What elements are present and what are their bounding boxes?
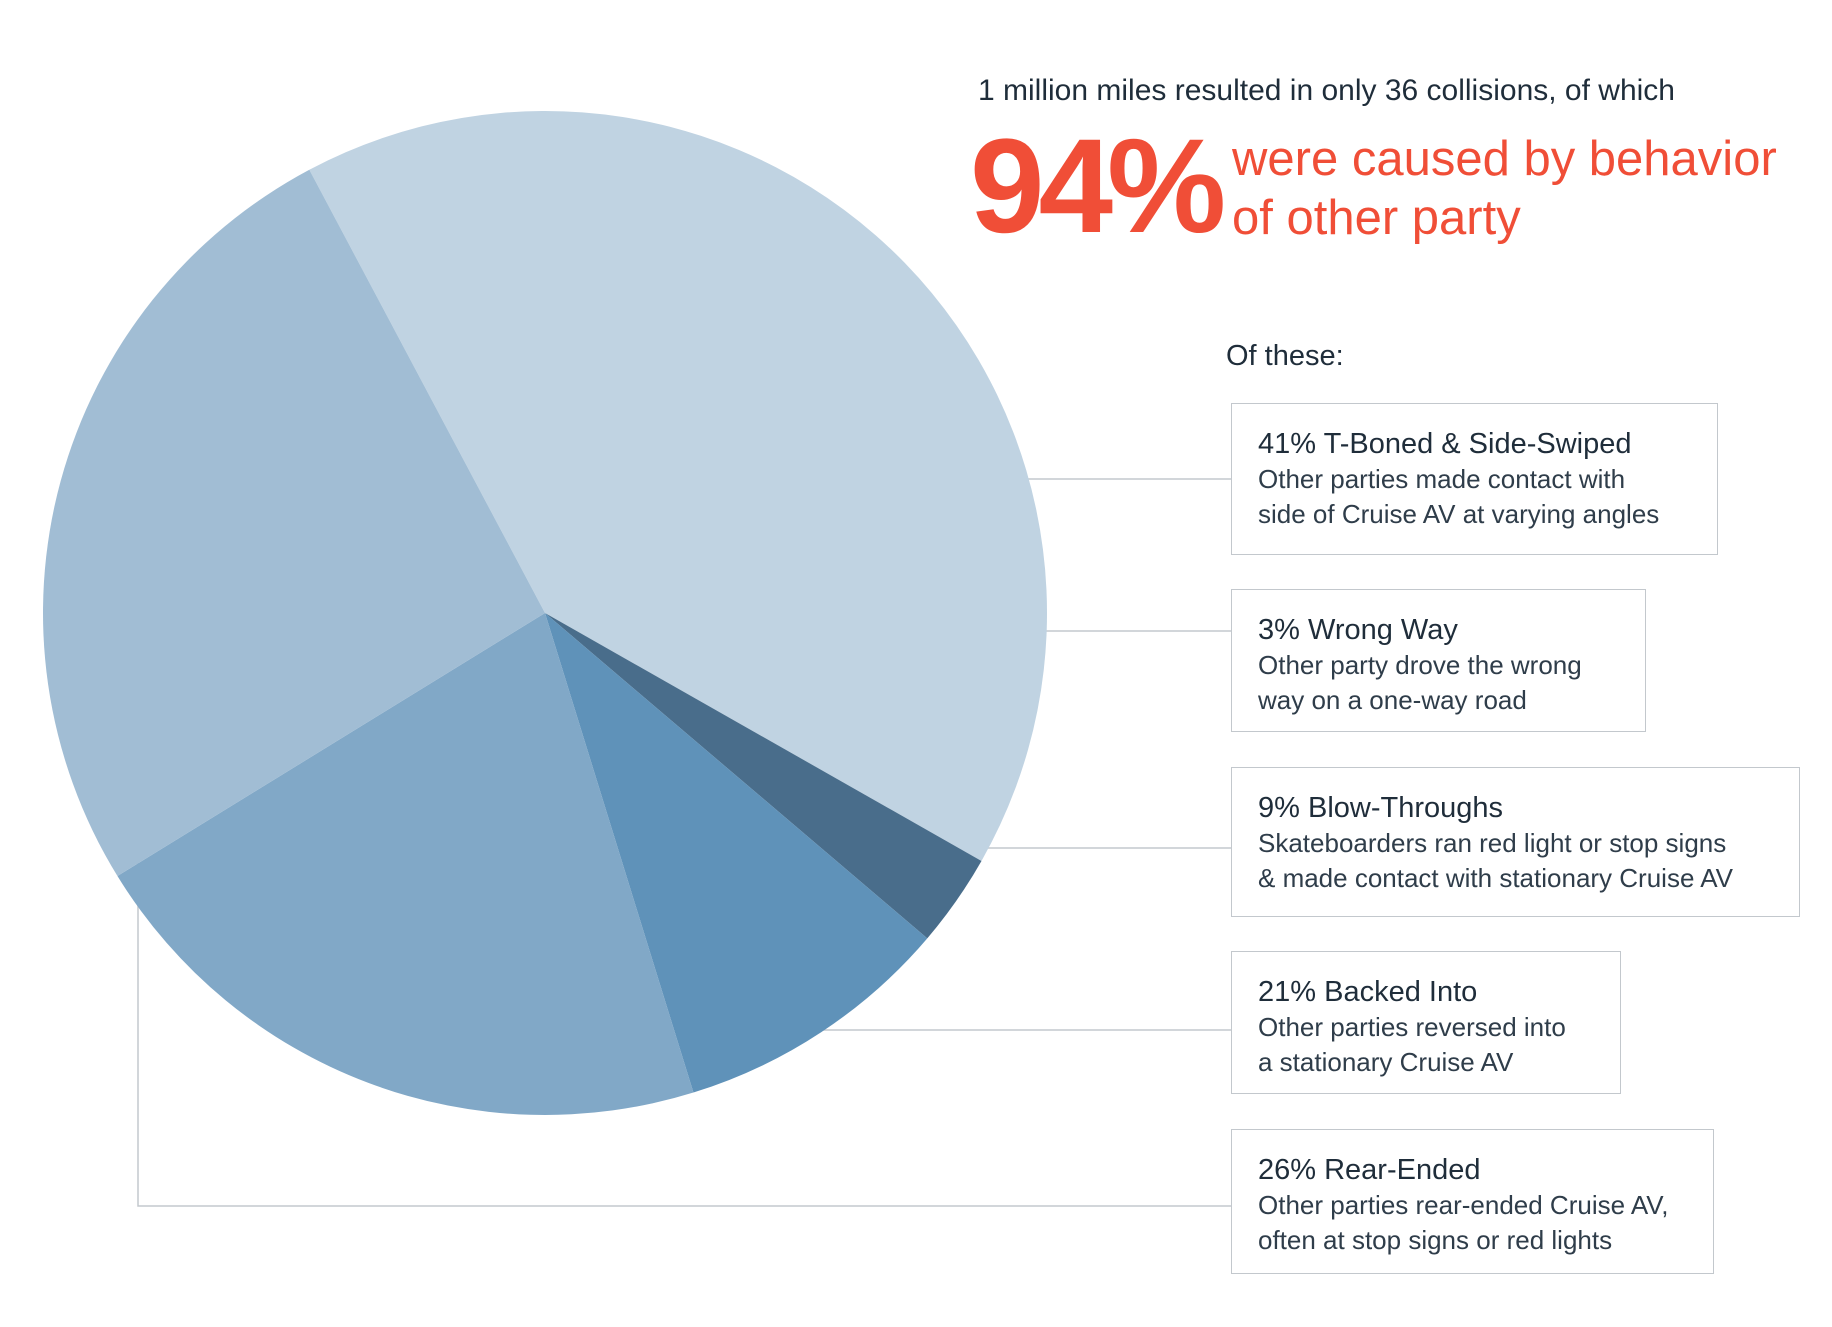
headline-percent: 94% [970, 112, 1226, 261]
headline-line-2: of other party [1232, 191, 1521, 245]
category-description: way on a one-way road [1258, 685, 1527, 715]
intro-text: 1 million miles resulted in only 36 coll… [978, 74, 1675, 107]
category-description: & made contact with stationary Cruise AV [1258, 863, 1733, 893]
headline-line-1: were caused by behavior [1232, 132, 1777, 186]
category-title: 3% Wrong Way [1258, 614, 1458, 646]
leader-line-rear-ended [137, 860, 1231, 1207]
category-box-blow-throughs: 9% Blow-Throughs Skateboarders ran red l… [1231, 767, 1800, 917]
category-description: side of Cruise AV at varying angles [1258, 499, 1660, 529]
category-title: 41% T-Boned & Side-Swiped [1258, 428, 1632, 460]
category-description: Skateboarders ran red light or stop sign… [1258, 828, 1727, 858]
headline-text: were caused by behavior of other party [1232, 130, 1777, 248]
category-title: 26% Rear-Ended [1258, 1154, 1481, 1186]
category-box-backed-into: 21% Backed Into Other parties reversed i… [1231, 951, 1621, 1094]
category-box-t-boned: 41% T-Boned & Side-Swiped Other parties … [1231, 403, 1718, 555]
category-description: Other party drove the wrong [1258, 650, 1582, 680]
category-title: 9% Blow-Throughs [1258, 792, 1503, 824]
pie-slice-t-boned [309, 110, 1048, 861]
pie-slice-backed-into [117, 613, 694, 1116]
category-title: 21% Backed Into [1258, 976, 1478, 1008]
pie-slice-rear-ended [42, 169, 546, 877]
category-description: Other parties reversed into [1258, 1012, 1566, 1042]
category-description: often at stop signs or red lights [1258, 1225, 1613, 1255]
pie-slice-blow-throughs [545, 613, 928, 1093]
category-box-wrong-way: 3% Wrong Way Other party drove the wrong… [1231, 589, 1646, 732]
of-these-label: Of these: [1226, 340, 1344, 372]
category-box-rear-ended: 26% Rear-Ended Other parties rear-ended … [1231, 1129, 1714, 1274]
pie-slice-wrong-way [545, 613, 982, 939]
category-description: Other parties rear-ended Cruise AV, [1258, 1190, 1669, 1220]
category-description: Other parties made contact with [1258, 464, 1626, 494]
category-description: a stationary Cruise AV [1258, 1047, 1514, 1077]
